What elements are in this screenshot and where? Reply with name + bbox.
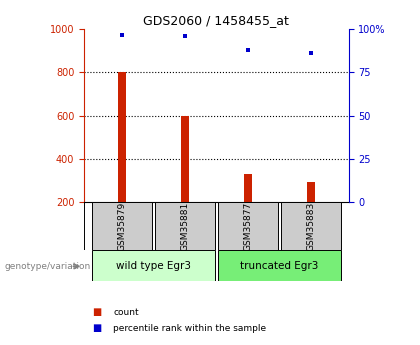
Bar bbox=[181, 116, 189, 202]
Text: ■: ■ bbox=[92, 324, 102, 333]
Bar bbox=[118, 72, 126, 202]
Point bbox=[307, 51, 314, 56]
Text: wild type Egr3: wild type Egr3 bbox=[116, 261, 191, 270]
Title: GDS2060 / 1458455_at: GDS2060 / 1458455_at bbox=[143, 14, 289, 27]
Text: GSM35877: GSM35877 bbox=[243, 201, 252, 250]
Point bbox=[181, 33, 188, 39]
Bar bbox=[218, 250, 341, 281]
Bar bbox=[244, 174, 252, 202]
Point bbox=[118, 32, 125, 37]
Text: truncated Egr3: truncated Egr3 bbox=[240, 261, 318, 270]
Bar bbox=[281, 202, 341, 250]
Text: GSM35879: GSM35879 bbox=[117, 201, 126, 250]
Bar bbox=[307, 183, 315, 202]
Bar bbox=[92, 250, 215, 281]
Text: GSM35883: GSM35883 bbox=[306, 201, 315, 250]
Bar bbox=[155, 202, 215, 250]
Bar bbox=[92, 202, 152, 250]
Text: genotype/variation: genotype/variation bbox=[4, 262, 90, 271]
Text: count: count bbox=[113, 308, 139, 317]
Text: GSM35881: GSM35881 bbox=[180, 201, 189, 250]
Point bbox=[244, 47, 251, 53]
Text: ■: ■ bbox=[92, 307, 102, 317]
Bar bbox=[218, 202, 278, 250]
Text: percentile rank within the sample: percentile rank within the sample bbox=[113, 324, 267, 333]
